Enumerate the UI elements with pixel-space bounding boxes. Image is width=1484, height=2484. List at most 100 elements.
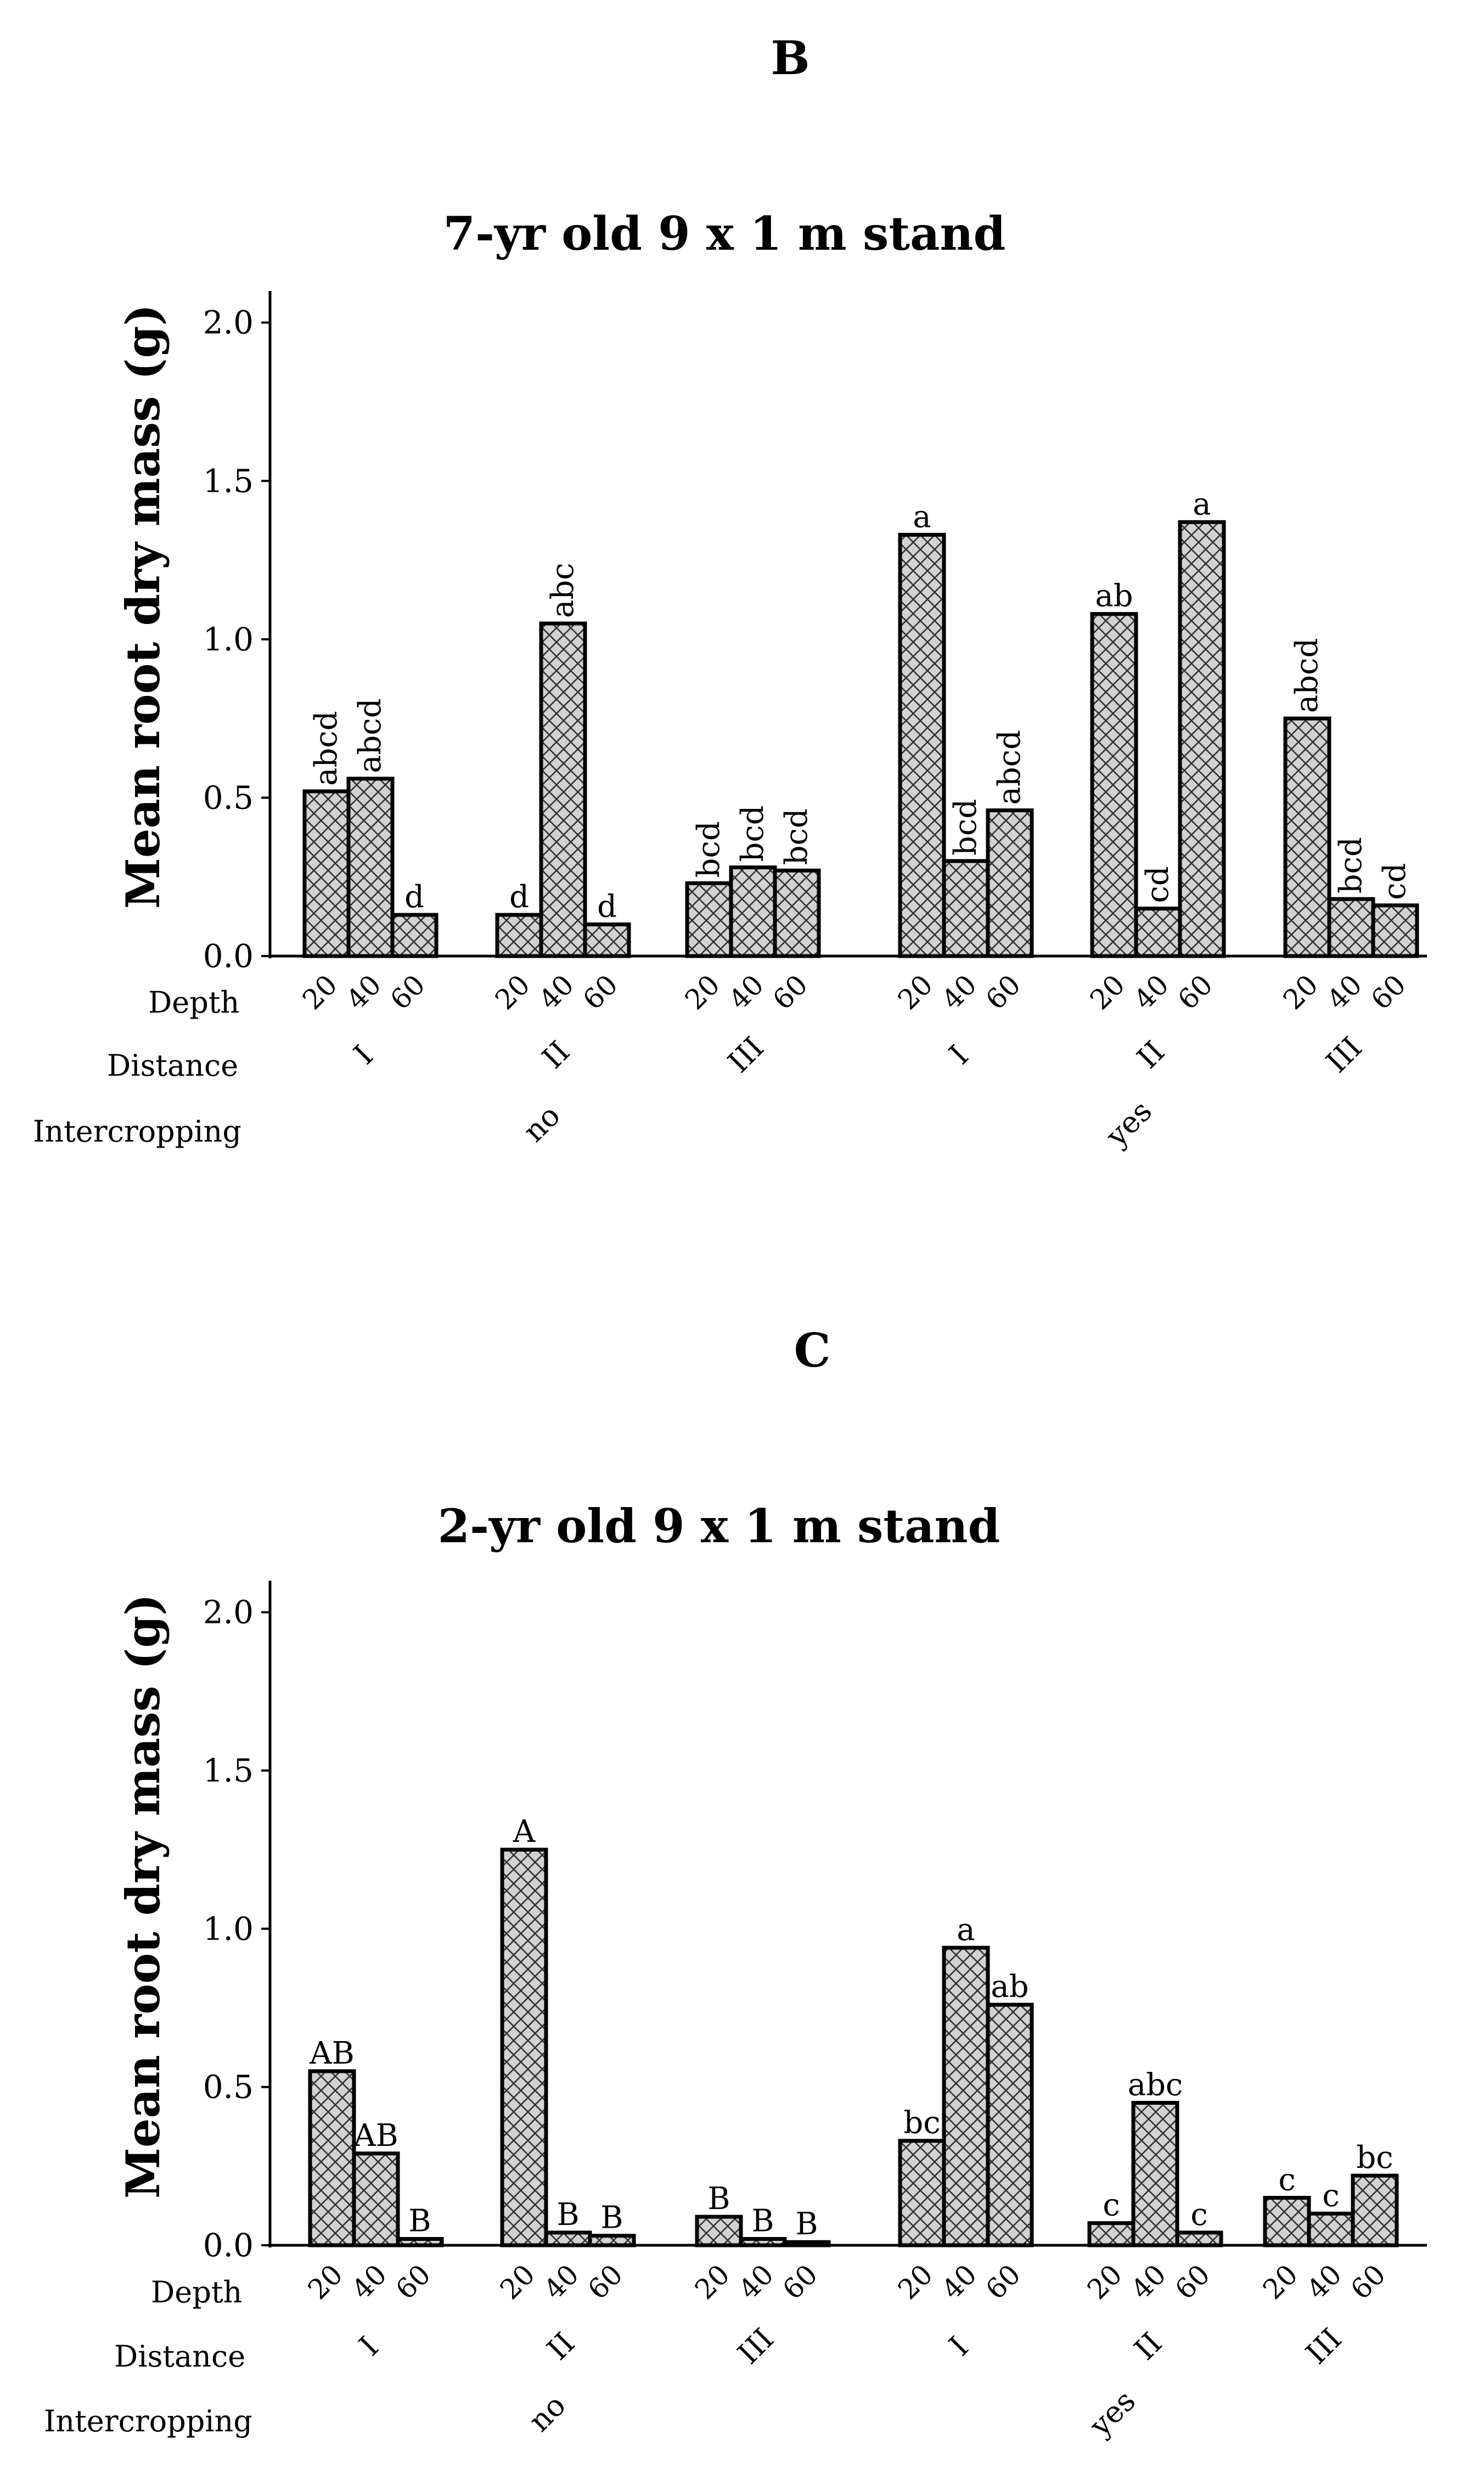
bar-letter: A (513, 1814, 536, 1850)
bar (898, 2139, 946, 2247)
y-axis-label: Mean root dry mass (g) (116, 304, 170, 909)
bar-letter: B (707, 2181, 730, 2217)
plot-area: 0.00.51.01.52.0AB20AB40B60IA20B40B60IIB2… (203, 1581, 1427, 2443)
bar-letter: abcd (992, 730, 1027, 805)
distance-label: I (352, 2330, 385, 2363)
bar-letter: bcd (779, 808, 814, 865)
depth-tick-label: 20 (679, 969, 726, 1016)
bar-letter: ab (1095, 578, 1133, 614)
bar (986, 808, 1034, 958)
intercropping-label: yes (1082, 2384, 1142, 2443)
bar-letter: bcd (1333, 837, 1369, 893)
depth-tick-label: 40 (723, 969, 770, 1016)
depth-tick-label: 60 (777, 2258, 824, 2306)
bar-letter: abcd (308, 711, 344, 785)
distance-label: II (1131, 1035, 1172, 1076)
bar-letter: a (913, 499, 931, 535)
plot-area: 0.00.51.01.52.0abcd20abcd40d60Id20abc40d… (203, 291, 1427, 1154)
bar-letter: abcd (352, 698, 388, 773)
panel-letter: B (771, 31, 810, 85)
depth-tick-label: 20 (494, 2258, 541, 2306)
bar (1371, 903, 1419, 958)
chart-title: 7-yr old 9 x 1 m stand (443, 206, 1006, 261)
bar-letter: c (1278, 2162, 1295, 2198)
bar (942, 859, 990, 958)
depth-tick-label: 20 (296, 969, 344, 1016)
y-tick-label: 1.5 (203, 1752, 254, 1789)
depth-tick-label: 20 (892, 2258, 939, 2306)
row-label-depth: Depth (148, 985, 239, 1020)
bar-letter: ab (991, 1969, 1028, 2005)
bar (500, 1847, 548, 2247)
depth-tick-label: 60 (980, 2258, 1027, 2306)
y-tick-label: 2.0 (203, 1594, 254, 1631)
bar (588, 2234, 636, 2247)
depth-tick-label: 40 (533, 969, 580, 1016)
bar-letter: a (957, 1912, 975, 1948)
depth-tick-label: 60 (390, 2258, 437, 2306)
panel-b: B 7-yr old 9 x 1 m stand Mean root dry m… (33, 31, 1427, 1154)
bar-letter: B (556, 2197, 579, 2233)
bar-letter: c (1190, 2197, 1207, 2233)
bar (539, 621, 587, 958)
bar-letter: cd (1377, 863, 1413, 900)
bar-letter: bc (903, 2105, 940, 2141)
distance-label: I (942, 2330, 975, 2363)
bar (1090, 612, 1138, 958)
y-tick-label: 0.5 (203, 2069, 254, 2106)
bar-letter: abc (1128, 2067, 1183, 2103)
depth-tick-label: 60 (767, 969, 814, 1016)
bar (346, 777, 395, 958)
intercropping-label: no (516, 1098, 567, 1149)
bar (783, 2240, 831, 2247)
depth-tick-label: 40 (733, 2258, 780, 2306)
depth-tick-label: 60 (1172, 969, 1219, 1016)
depth-tick-label: 60 (980, 969, 1027, 1016)
y-tick-label: 0.5 (203, 779, 254, 816)
distance-label: III (721, 1030, 771, 1080)
bar (1131, 2101, 1179, 2247)
bar-letter: cd (1140, 866, 1176, 903)
depth-tick-label: 20 (1257, 2258, 1304, 2306)
bar (1307, 2211, 1355, 2247)
depth-tick-label: 20 (892, 969, 939, 1016)
bar (695, 2215, 743, 2247)
depth-tick-label: 40 (538, 2258, 585, 2306)
bar (390, 913, 439, 958)
distance-label: II (1128, 2326, 1169, 2367)
y-tick-label: 1.5 (203, 462, 254, 499)
distance-label: II (536, 1035, 577, 1076)
row-label-distance: Distance (114, 2339, 245, 2374)
depth-tick-label: 60 (577, 969, 624, 1016)
bar (544, 2230, 592, 2247)
bar-letter: abc (545, 563, 581, 618)
bar-letter: abcd (1289, 638, 1325, 713)
y-axis-label: Mean root dry mass (g) (116, 1594, 170, 2199)
bar (495, 913, 543, 958)
bar-letter: d (509, 879, 529, 915)
bar (396, 2236, 444, 2247)
bar-letter: B (751, 2203, 774, 2239)
bar (685, 881, 733, 958)
distance-label: III (1299, 2322, 1348, 2371)
bar (1175, 2230, 1223, 2247)
bar-letter: AB (309, 2036, 355, 2071)
bar (1351, 2173, 1399, 2247)
distance-label: III (1319, 1030, 1369, 1080)
bar (1087, 2221, 1136, 2247)
bar-letter: bc (1356, 2140, 1393, 2176)
depth-tick-label: 40 (1321, 969, 1368, 1016)
depth-tick-label: 40 (1301, 2258, 1348, 2306)
bar (352, 2151, 400, 2247)
bar-letter: bcd (691, 821, 727, 878)
bar (1263, 2196, 1311, 2247)
bar-letter: B (408, 2203, 431, 2239)
bar (898, 532, 946, 958)
depth-tick-label: 20 (689, 2258, 736, 2306)
depth-tick-label: 20 (1081, 2258, 1128, 2306)
bar-letter: d (597, 889, 617, 924)
y-tick-label: 1.0 (203, 621, 254, 658)
bar (773, 868, 821, 958)
depth-tick-label: 40 (936, 969, 983, 1016)
